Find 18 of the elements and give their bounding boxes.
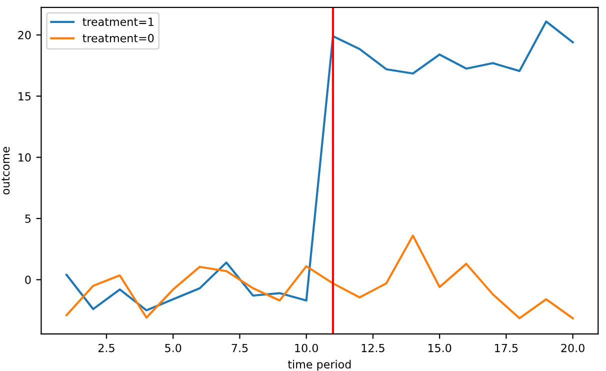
legend-label: treatment=0 — [82, 34, 154, 42]
x-tick-label: 12.5 — [362, 344, 384, 352]
y-tick-label: 0 — [25, 276, 31, 284]
x-tick-label: 17.5 — [495, 344, 518, 352]
legend-label: treatment=1 — [82, 18, 154, 26]
x-axis-title: time period — [288, 360, 351, 371]
x-tick-label: 15.0 — [428, 344, 452, 352]
y-tick-label: 15 — [18, 92, 31, 101]
y-tick-label: 20 — [18, 30, 31, 40]
x-tick-label: 2.5 — [98, 344, 114, 352]
y-tick-label: 10 — [18, 153, 31, 162]
x-tick-label: 7.5 — [232, 344, 248, 352]
line-series — [65, 234, 574, 320]
x-tick-label: 10.0 — [295, 344, 318, 352]
x-tick-label: 20.0 — [561, 344, 584, 352]
x-tick-label: 5.0 — [165, 344, 182, 352]
y-axis-title: outcome — [2, 146, 10, 194]
y-tick-label: 5 — [25, 214, 31, 223]
